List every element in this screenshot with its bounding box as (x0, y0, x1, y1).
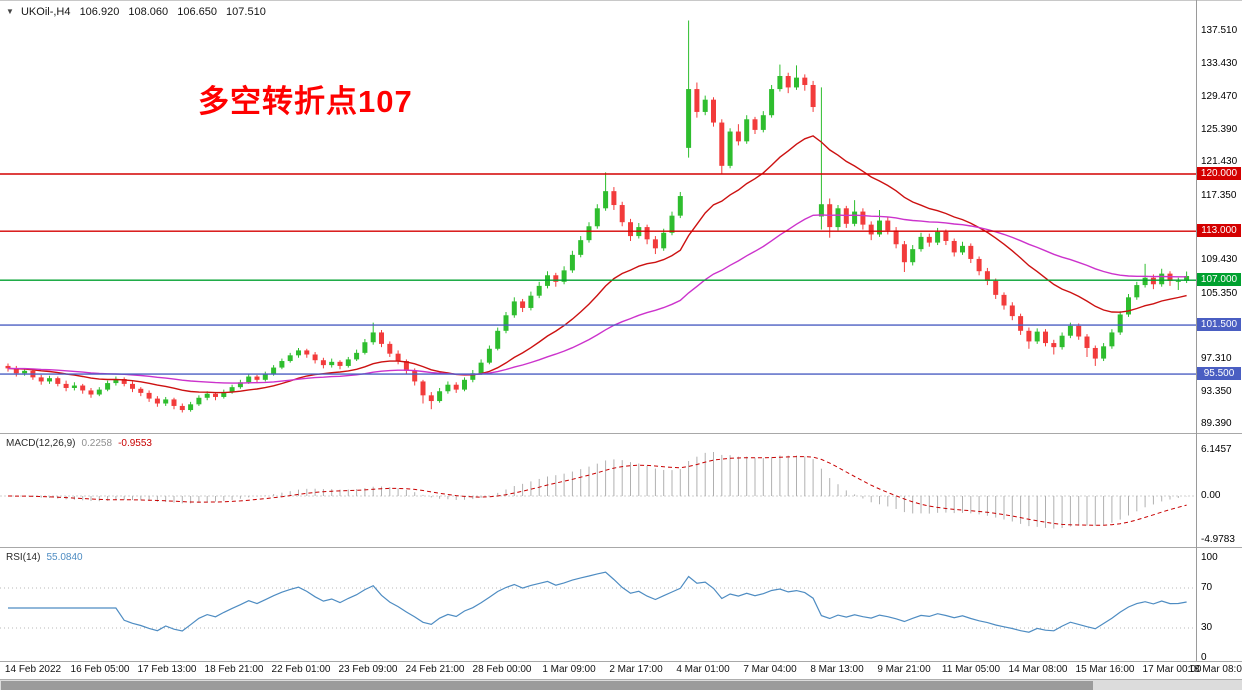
price-tick: 97.310 (1201, 353, 1232, 365)
time-tick-label: 11 Mar 05:00 (941, 664, 1001, 675)
macd-indicator-label: MACD(12,26,9) 0.2258 -0.9553 (6, 438, 152, 449)
macd-axis-tick: 6.1457 (1201, 444, 1232, 455)
time-tick-label: 1 Mar 09:00 (542, 664, 596, 675)
rsi-axis-tick: 30 (1201, 622, 1213, 633)
price-tick: 89.390 (1201, 417, 1232, 429)
high-value: 108.060 (128, 6, 169, 18)
time-tick-label: 9 Mar 21:00 (877, 664, 931, 675)
symbol-period-label: UKOil-,H4 (20, 6, 71, 18)
scrollbar-thumb[interactable] (1, 681, 1093, 690)
macd-axis-tick: 0.00 (1201, 490, 1221, 501)
price-tick: 129.470 (1201, 90, 1238, 102)
time-tick-label: 15 Mar 16:00 (1075, 664, 1135, 675)
chart-ohlc-title: ▼ UKOil-,H4 106.920 108.060 106.650 107.… (6, 6, 272, 18)
time-tick-label: 2 Mar 17:00 (609, 664, 663, 675)
time-tick-label: 17 Feb 13:00 (137, 664, 197, 675)
price-tick: 133.430 (1201, 58, 1238, 70)
price-axis[interactable]: 137.510 133.430 129.470 125.390 121.430 117.3… (1196, 0, 1242, 690)
rsi-indicator-label: RSI(14) 55.0840 (6, 552, 83, 563)
price-tick: 117.350 (1201, 189, 1237, 201)
time-tick-label: 22 Feb 01:00 (271, 664, 331, 675)
macd-name: MACD(12,26,9) (6, 438, 76, 449)
time-tick-label: 24 Feb 21:00 (405, 664, 465, 675)
rsi-axis-tick: 70 (1201, 582, 1213, 593)
time-tick-label: 18 Mar 08:00 (1188, 664, 1242, 675)
macd-signal-value: -0.9553 (118, 438, 152, 449)
time-tick-label: 4 Mar 01:00 (676, 664, 730, 675)
chart-text-annotation[interactable]: 多空转折点107 (198, 84, 413, 119)
rsi-axis-tick: 100 (1201, 552, 1218, 563)
price-tick: 105.350 (1201, 287, 1238, 299)
symbol-dropdown-icon[interactable]: ▼ (6, 7, 14, 16)
time-axis[interactable]: 14 Feb 2022 16 Feb 05:00 17 Feb 13:00 18 Fe… (0, 664, 1242, 678)
macd-axis-tick: -4.9783 (1201, 534, 1235, 545)
price-level-badge: 95.500 (1197, 367, 1241, 381)
time-tick-label: 14 Mar 08:00 (1008, 664, 1068, 675)
time-tick-label: 17 Mar 00:00 (1142, 664, 1202, 675)
window-top-border (0, 0, 1242, 1)
price-tick: 109.430 (1201, 254, 1238, 266)
time-tick-label: 7 Mar 04:00 (743, 664, 797, 675)
time-tick-label: 28 Feb 00:00 (472, 664, 532, 675)
price-axis-border (1196, 0, 1197, 661)
time-tick-label: 8 Mar 13:00 (810, 664, 864, 675)
macd-panel-separator[interactable] (0, 433, 1242, 434)
low-value: 106.650 (177, 6, 217, 18)
rsi-value: 55.0840 (46, 552, 83, 563)
time-tick-label: 16 Feb 05:00 (70, 664, 130, 675)
time-tick-label: 23 Feb 09:00 (338, 664, 398, 675)
macd-main-value: 0.2258 (81, 438, 113, 449)
price-tick: 93.350 (1201, 385, 1232, 397)
horizontal-scrollbar[interactable] (0, 679, 1242, 690)
price-level-badge: 113.000 (1197, 224, 1241, 238)
rsi-name: RSI(14) (6, 552, 41, 563)
price-level-badge: 107.000 (1197, 273, 1241, 287)
time-tick-label: 18 Feb 21:00 (204, 664, 264, 675)
rsi-axis-tick: 0 (1201, 652, 1207, 663)
price-tick: 125.390 (1201, 123, 1238, 135)
price-tick: 137.510 (1201, 25, 1238, 36)
time-tick-label: 14 Feb 2022 (4, 664, 62, 675)
rsi-panel-separator[interactable] (0, 547, 1242, 548)
price-tick: 121.430 (1201, 156, 1238, 168)
open-value: 106.920 (79, 6, 120, 18)
time-axis-separator (0, 661, 1242, 662)
price-level-badge: 101.500 (1197, 318, 1241, 332)
close-value: 107.510 (226, 6, 266, 18)
price-level-badge: 120.000 (1197, 167, 1241, 180)
